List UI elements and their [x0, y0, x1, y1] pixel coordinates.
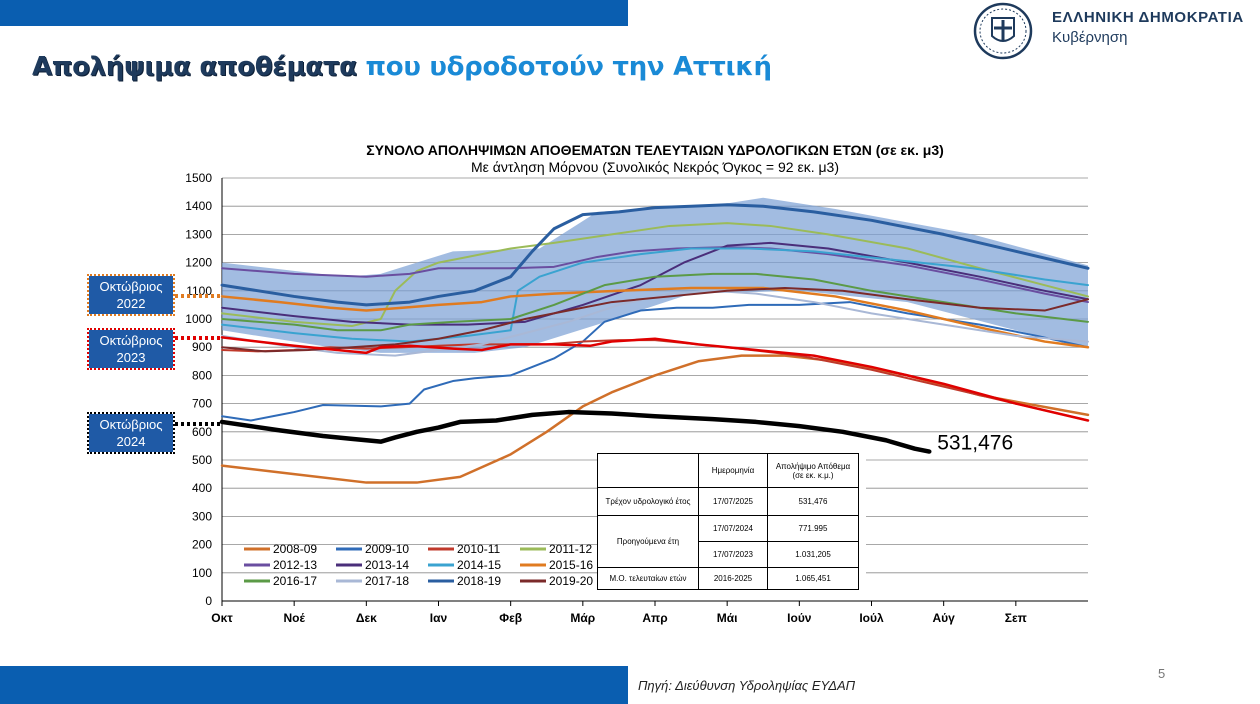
gov-subtitle: Κυβέρνηση — [1052, 29, 1128, 46]
bottom-accent-bar — [0, 666, 628, 704]
series-line-2012-13 — [221, 246, 1089, 304]
x-tick-label: Αύγ — [933, 611, 956, 625]
legend-label-2009-10: 2009-10 — [365, 542, 409, 556]
series-line-2008-09 — [220, 354, 1090, 484]
series-line-2018-19 — [220, 203, 1090, 307]
slide-title: Απολήψιμα αποθέματα που υδροδοτούν την Α… — [32, 52, 772, 82]
series-line-2017-18 — [221, 289, 1089, 357]
legend-label-2015-16: 2015-16 — [549, 558, 593, 572]
series-line-2019-20 — [221, 286, 1089, 353]
table-cell-value: 771.995 — [767, 515, 859, 542]
table-cell-date: 2016-2025 — [698, 567, 768, 590]
tag-month: Οκτώβριος — [99, 279, 163, 294]
tag-october-2022: Οκτώβριος 2022 — [87, 274, 175, 316]
y-tick-label: 200 — [192, 538, 212, 552]
chart-title: ΣΥΝΟΛΟ ΑΠΟΛΗΨΙΜΩΝ ΑΠΟΘΕΜΑΤΩΝ ΤΕΛΕΥΤΑΙΩΝ … — [366, 142, 944, 158]
x-tick-label: Ιαν — [430, 611, 448, 625]
y-tick-label: 1500 — [185, 171, 212, 185]
tag-october-2023: Οκτώβριος 2023 — [87, 328, 175, 370]
historical-range-band — [222, 197, 1088, 353]
x-tick-label: Απρ — [642, 611, 667, 625]
table-cell-label: Τρέχον υδρολογικό έτος — [597, 487, 699, 516]
table-header-cell — [597, 453, 699, 488]
series-line-previous-year — [220, 336, 1090, 422]
current-value-annotation: 531,476 — [937, 432, 1013, 455]
series-line-2015-16 — [220, 286, 1090, 349]
table-cell-value: 531,476 — [767, 487, 859, 516]
table-header-cell: Ημερομηνία — [698, 453, 768, 488]
table-cell-label: Μ.Ο. τελευταίων ετών — [597, 567, 699, 590]
x-tick-label: Ιούν — [787, 611, 812, 625]
table-cell-label: Προηγούμενα έτη — [597, 515, 699, 568]
legend-label-2013-14: 2013-14 — [365, 558, 409, 572]
series-line-current-year — [219, 409, 932, 454]
table-cell-date: 17/07/2024 — [698, 515, 768, 542]
x-tick-label: Οκτ — [211, 611, 233, 625]
y-tick-label: 900 — [192, 340, 212, 354]
series-line-2016-17 — [221, 272, 1089, 332]
series-line-2011-12 — [221, 222, 1089, 328]
y-tick-label: 1000 — [185, 312, 212, 326]
table-row: Προηγούμενα έτη 17/07/2024 771.995 — [597, 515, 866, 568]
slide-title-part1: Απολήψιμα αποθέματα — [32, 52, 357, 82]
y-tick-label: 1200 — [185, 256, 212, 270]
table-cell-value: 1.065,451 — [767, 567, 859, 590]
y-tick-label: 400 — [192, 481, 212, 495]
table-cell-value: 1.031,205 — [767, 541, 859, 568]
y-tick-label: 300 — [192, 509, 212, 523]
gov-name: ΕΛΛΗΝΙΚΗ ΔΗΜΟΚΡΑΤΙΑ — [1052, 9, 1244, 26]
legend-label-2011-12: 2011-12 — [549, 542, 592, 556]
y-tick-label: 0 — [205, 594, 212, 608]
reserves-table: Ημερομηνία Απολήψιμο Απόθεμα (σε εκ. κ.μ… — [597, 453, 866, 590]
x-tick-label: Μάρ — [570, 611, 595, 625]
tag-year: 2022 — [116, 296, 146, 311]
series-line-2009-10 — [221, 301, 1089, 422]
x-tick-label: Σεπ — [1005, 611, 1027, 625]
source-note: Πηγή: Διεύθυνση Υδροληψίας ΕΥΔΑΠ — [638, 678, 856, 693]
table-row: 17/07/2023 1.031,205 — [598, 541, 866, 568]
legend-label-2019-20: 2019-20 — [549, 574, 593, 588]
table-header-row: Ημερομηνία Απολήψιμο Απόθεμα (σε εκ. κ.μ… — [597, 453, 866, 488]
legend-label-2008-09: 2008-09 — [273, 542, 317, 556]
tag-october-2024: Οκτώβριος 2024 — [87, 412, 175, 454]
chart-subtitle: Με άντληση Μόρνου (Συνολικός Νεκρός Όγκο… — [470, 159, 839, 175]
legend-label-2014-15: 2014-15 — [457, 558, 501, 572]
series-line-2013-14 — [221, 241, 1089, 326]
legend-label-2012-13: 2012-13 — [273, 558, 317, 572]
tag-month: Οκτώβριος — [99, 417, 163, 432]
x-tick-label: Ιούλ — [859, 611, 884, 625]
series-line-2014-15 — [221, 247, 1089, 343]
top-accent-bar — [0, 0, 628, 26]
table-row: Μ.Ο. τελευταίων ετών 2016-2025 1.065,451 — [597, 567, 866, 590]
slide-title-part2: που υδροδοτούν την Αττική — [365, 52, 772, 82]
tag-month: Οκτώβριος — [99, 333, 163, 348]
table-cell-date: 17/07/2025 — [698, 487, 768, 516]
x-tick-label: Μάι — [717, 611, 738, 625]
tag-year: 2024 — [116, 434, 146, 449]
y-tick-label: 500 — [192, 453, 212, 467]
legend-label-2016-17: 2016-17 — [273, 574, 317, 588]
y-tick-label: 600 — [192, 425, 212, 439]
x-tick-label: Φεβ — [499, 611, 522, 625]
y-tick-label: 700 — [192, 397, 212, 411]
y-tick-label: 800 — [192, 368, 212, 382]
legend-label-2017-18: 2017-18 — [365, 574, 409, 588]
y-tick-label: 100 — [192, 566, 212, 580]
table-row: Τρέχον υδρολογικό έτος 17/07/2025 531,47… — [597, 487, 866, 516]
tag-year: 2023 — [116, 350, 146, 365]
table-cell-date: 17/07/2023 — [698, 541, 768, 568]
x-tick-label: Νοέ — [283, 611, 305, 625]
y-tick-label: 1400 — [185, 199, 212, 213]
page-number: 5 — [1158, 666, 1166, 681]
legend-label-2010-11: 2010-11 — [457, 542, 500, 556]
legend-label-2018-19: 2018-19 — [457, 574, 501, 588]
y-tick-label: 1300 — [185, 227, 212, 241]
x-tick-label: Δεκ — [356, 611, 377, 625]
table-header-cell: Απολήψιμο Απόθεμα (σε εκ. κ.μ.) — [767, 453, 859, 488]
greek-coat-of-arms-icon — [973, 2, 1033, 60]
